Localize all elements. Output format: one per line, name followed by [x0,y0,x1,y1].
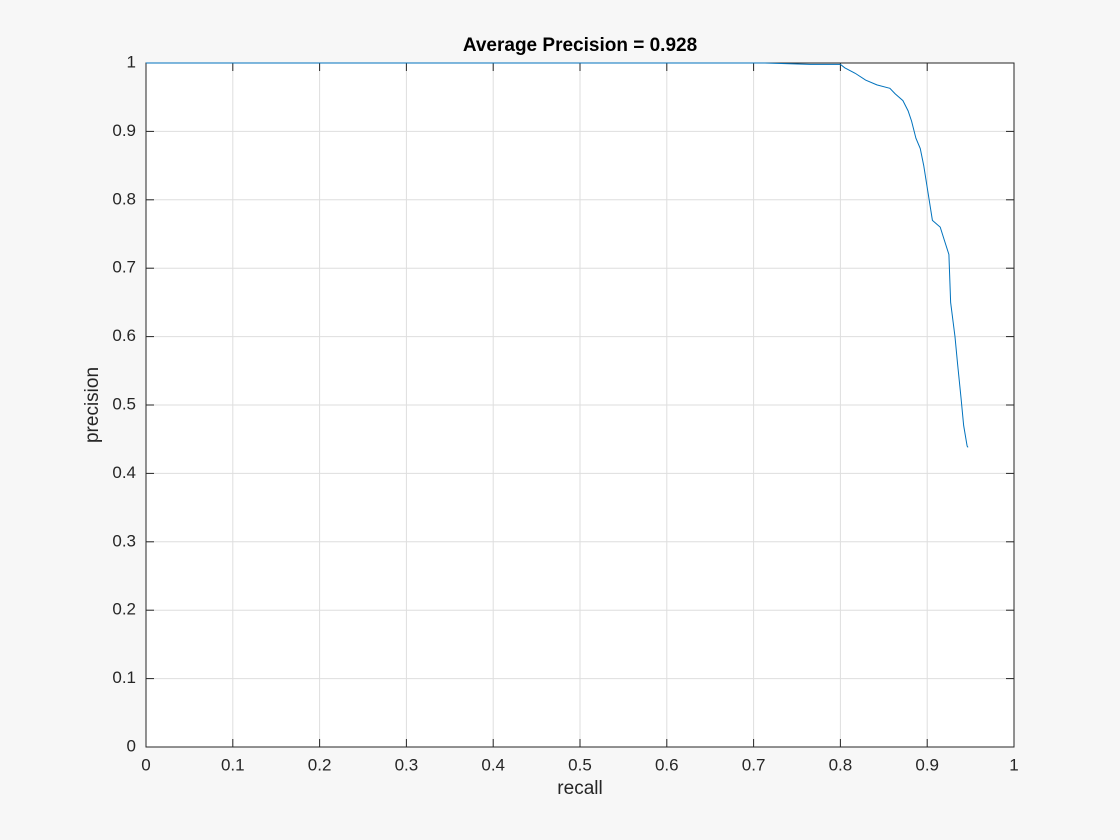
y-tick-label: 0 [127,736,136,755]
x-tick-label: 0.5 [568,755,592,774]
chart-title: Average Precision = 0.928 [463,35,697,56]
y-tick-label: 0.8 [112,189,136,208]
x-tick-label: 0.8 [829,755,853,774]
x-tick-label: 0.7 [742,755,766,774]
y-axis-label: precision [82,367,103,443]
x-tick-label: 0.4 [481,755,505,774]
x-tick-label: 0 [141,755,150,774]
x-tick-label: 1 [1009,755,1018,774]
x-tick-label: 0.1 [221,755,245,774]
x-tick-label: 0.3 [395,755,419,774]
x-axis-label: recall [557,778,602,799]
y-tick-label: 0.4 [112,463,136,482]
y-tick-label: 0.9 [112,121,136,140]
y-tick-label: 0.2 [112,600,136,619]
data-line [146,62,969,448]
y-tick-label: 0.1 [112,668,136,687]
x-tick-label: 0.6 [655,755,679,774]
y-tick-label: 1 [127,52,136,71]
x-tick-label: 0.9 [915,755,939,774]
x-tick-label: 0.2 [308,755,332,774]
y-tick-label: 0.6 [112,326,136,345]
y-tick-label: 0.5 [112,394,136,413]
y-tick-label: 0.3 [112,531,136,550]
y-tick-label: 0.7 [112,258,136,277]
